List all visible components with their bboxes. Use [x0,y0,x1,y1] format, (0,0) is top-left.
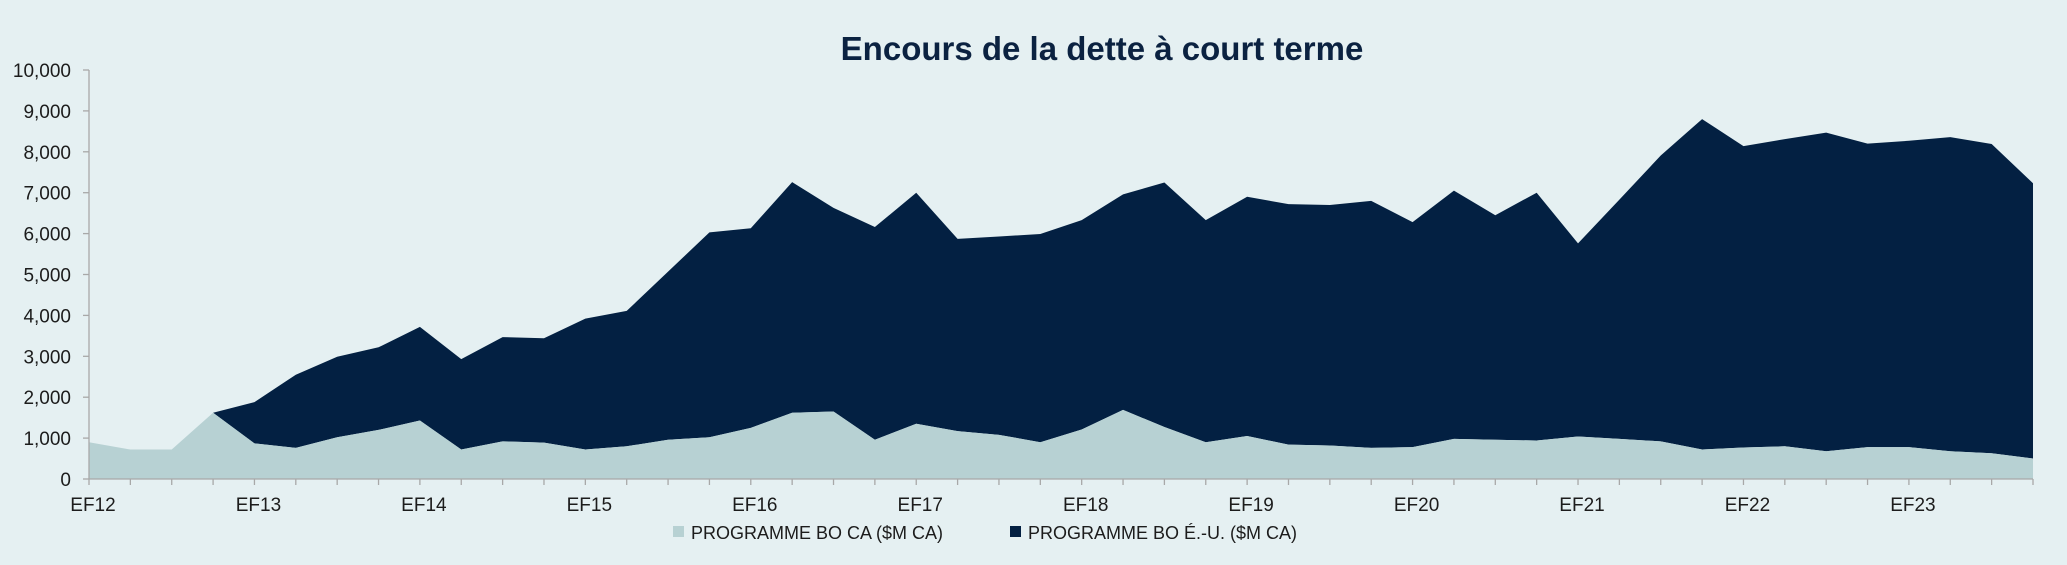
x-tick-label: EF13 [236,495,281,516]
y-tick-label: 2,000 [23,388,71,409]
x-tick-label: EF14 [401,495,447,516]
legend-swatch-bo-ca [673,526,684,537]
y-tick-label: 8,000 [23,143,71,164]
x-axis-ticks: EF12 EF13 EF14 EF15 EF16 EF17 EF18 EF19 EF20 EF21… [70,479,2034,516]
y-axis-ticks: 0 1,000 2,000 3,000 4,000 5,000 6,000 7,000 8,00… [13,61,89,491]
x-tick-label: EF15 [567,495,612,516]
y-tick-label: 7,000 [23,184,71,205]
chart-title: Encours de la dette à court terme [841,30,1364,67]
y-tick-label: 5,000 [23,266,71,287]
y-tick-label: 10,000 [13,61,71,82]
x-tick-label: EF17 [898,495,943,516]
y-tick-label: 9,000 [23,102,71,123]
legend-label-bo-us: PROGRAMME BO É.-U. ($M CA) [1028,523,1297,543]
y-tick-label: 6,000 [23,225,71,246]
x-tick-label: EF19 [1228,495,1273,516]
area-series-bo-ca [89,409,2033,479]
x-tick-label: EF23 [1890,495,1935,516]
y-tick-label: 4,000 [23,306,71,327]
area-series-bo-us [89,119,2033,459]
y-tick-label: 3,000 [23,347,71,368]
x-tick-label: EF18 [1063,495,1108,516]
chart-plot-area [89,119,2033,479]
legend-swatch-bo-us [1010,526,1021,537]
x-tick-label: EF21 [1559,495,1604,516]
legend-label-bo-ca: PROGRAMME BO CA ($M CA) [691,523,943,543]
x-tick-label: EF12 [70,495,115,516]
x-tick-label: EF22 [1725,495,1770,516]
x-tick-label: EF20 [1394,495,1439,516]
y-tick-label: 1,000 [23,429,71,450]
y-tick-label: 0 [60,470,71,491]
x-tick-label: EF16 [732,495,777,516]
chart-legend: PROGRAMME BO CA ($M CA) PROGRAMME BO É.-… [673,523,1297,543]
